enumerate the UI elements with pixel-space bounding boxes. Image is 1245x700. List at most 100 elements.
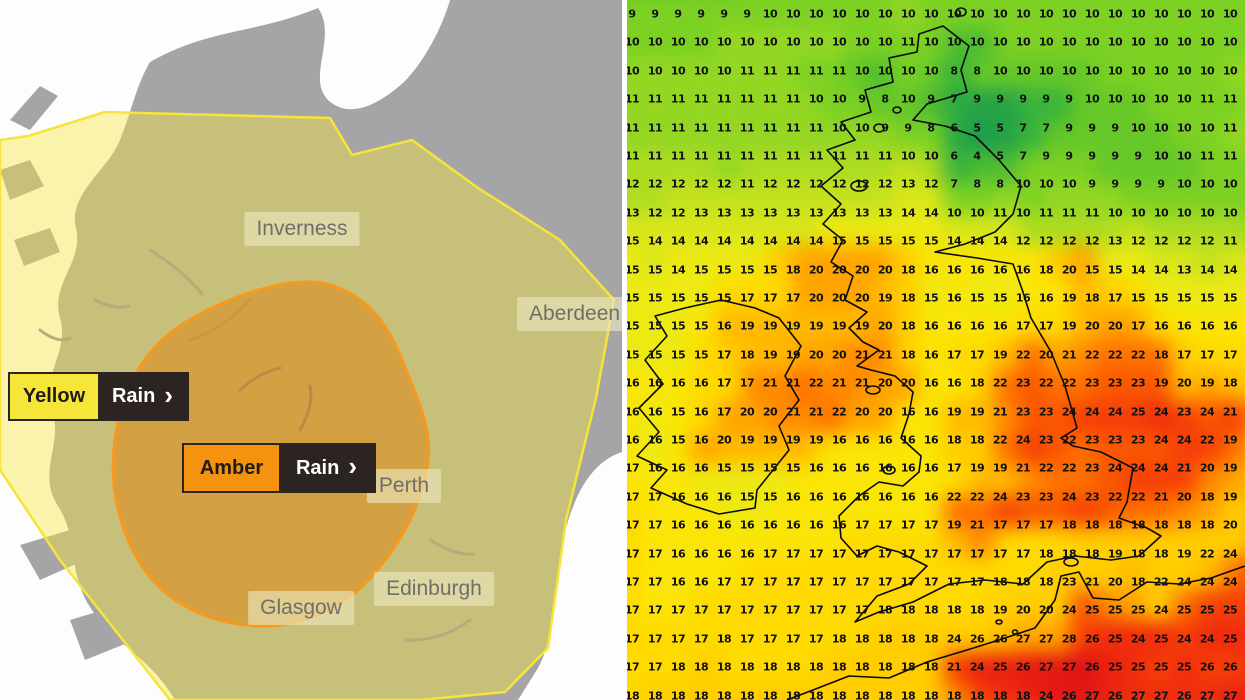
- temp-value: 18: [1084, 518, 1100, 532]
- temp-value: 12: [785, 177, 801, 191]
- temp-value: 15: [670, 291, 686, 305]
- temp-value: 11: [670, 121, 686, 135]
- temp-value: 15: [670, 433, 686, 447]
- temp-value: 10: [670, 64, 686, 78]
- temp-value: 12: [627, 177, 640, 191]
- heat-cell: [892, 183, 918, 215]
- temp-value: 15: [739, 263, 755, 277]
- heat-cell: [968, 183, 994, 215]
- temp-value: 17: [923, 518, 939, 532]
- temp-value: 20: [739, 405, 755, 419]
- heat-cell: [841, 0, 868, 28]
- temp-value: 9: [1111, 149, 1119, 163]
- temp-value: 11: [1199, 149, 1215, 163]
- temp-value: 10: [1107, 7, 1123, 21]
- temp-value: 9: [697, 7, 705, 21]
- temp-value: 11: [716, 121, 732, 135]
- temp-value: 15: [762, 263, 778, 277]
- temp-value: 16: [693, 490, 709, 504]
- temp-value: 18: [808, 689, 824, 700]
- temp-value: 10: [877, 7, 893, 21]
- temp-value: 17: [627, 518, 640, 532]
- heat-cell: [766, 0, 792, 28]
- temp-value: 25: [1107, 632, 1123, 646]
- heat-cell: [841, 152, 868, 184]
- temp-value: 18: [831, 660, 847, 674]
- temp-value: 19: [831, 319, 847, 333]
- heat-cell: [1069, 120, 1095, 153]
- temp-value: 17: [831, 603, 847, 617]
- heat-cell: [993, 27, 1020, 59]
- temp-value: 10: [1130, 7, 1146, 21]
- temp-value: 17: [762, 291, 778, 305]
- temp-value: 12: [693, 177, 709, 191]
- temp-value: 26: [1199, 660, 1215, 674]
- temp-value: 23: [1061, 575, 1077, 589]
- temp-value: 10: [923, 35, 939, 49]
- temp-value: 18: [739, 689, 755, 700]
- heat-cell: [627, 183, 640, 215]
- heat-cell: [816, 0, 842, 28]
- yellow-rain-warning-badge[interactable]: Yellow Rain ›: [8, 372, 189, 421]
- temp-value: 19: [877, 291, 893, 305]
- temp-value: 10: [1199, 177, 1215, 191]
- temp-value: 10: [900, 7, 916, 21]
- temp-value: 5: [973, 121, 981, 135]
- heat-cell: [1019, 152, 1045, 184]
- temp-value: 22: [1130, 348, 1146, 362]
- heat-cell: [1094, 0, 1121, 28]
- amber-rain-warning-badge[interactable]: Amber Rain ›: [182, 443, 376, 493]
- temp-value: 18: [1107, 518, 1123, 532]
- temp-value: 5: [996, 121, 1004, 135]
- temp-value: 11: [647, 149, 663, 163]
- city-label-perth: Perth: [366, 469, 442, 503]
- temp-value: 10: [1176, 35, 1192, 49]
- temp-value: 10: [1222, 35, 1238, 49]
- temp-value: 16: [877, 490, 893, 504]
- temp-value: 11: [627, 121, 640, 135]
- heat-cell: [791, 0, 817, 28]
- temp-value: 19: [992, 348, 1008, 362]
- temp-value: 16: [923, 376, 939, 390]
- heat-cell: [639, 183, 665, 215]
- heat-cell: [1044, 214, 1070, 246]
- temp-value: 16: [854, 461, 870, 475]
- temp-value: 24: [1153, 433, 1169, 447]
- heat-cell: [1094, 27, 1121, 59]
- heat-cell: [867, 89, 893, 121]
- temp-value: 18: [831, 632, 847, 646]
- temp-value: 18: [1084, 291, 1100, 305]
- temp-value: 21: [785, 376, 801, 390]
- temp-value: 18: [670, 660, 686, 674]
- hazard-label: Rain: [111, 385, 156, 407]
- temp-value: 18: [946, 689, 962, 700]
- temp-value: 17: [900, 575, 916, 589]
- temp-value: 19: [762, 348, 778, 362]
- temp-value: 16: [877, 433, 893, 447]
- temp-value: 15: [670, 348, 686, 362]
- city-label-aberdeen: Aberdeen: [517, 297, 622, 331]
- temp-value: 10: [1015, 64, 1031, 78]
- heat-cell: [627, 245, 640, 278]
- temp-value: 10: [831, 7, 847, 21]
- temp-value: 10: [1153, 7, 1169, 21]
- temp-value: 24: [1061, 405, 1077, 419]
- heat-cell: [1221, 183, 1245, 215]
- temp-value: 16: [831, 433, 847, 447]
- heat-cell: [690, 0, 716, 28]
- temp-value: 17: [627, 547, 640, 561]
- temp-value: 18: [647, 689, 663, 700]
- temp-value: 18: [900, 291, 916, 305]
- temp-value: 16: [693, 575, 709, 589]
- temp-value: 15: [627, 291, 640, 305]
- heat-cell: [715, 89, 741, 121]
- temp-value: 15: [923, 234, 939, 248]
- temp-value: 16: [923, 319, 939, 333]
- temp-value: 25: [1130, 405, 1146, 419]
- heat-cell: [943, 152, 969, 184]
- temp-value: 24: [1222, 547, 1238, 561]
- temp-value: 10: [1084, 7, 1100, 21]
- temp-value: 19: [785, 319, 801, 333]
- temp-value: 15: [716, 263, 732, 277]
- heat-cell: [1221, 214, 1245, 246]
